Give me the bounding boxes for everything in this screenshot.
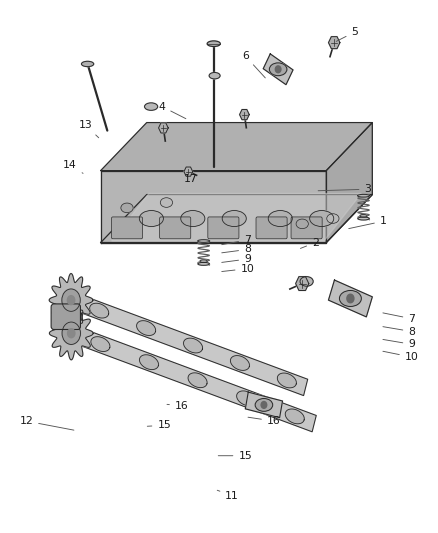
Circle shape xyxy=(62,322,81,344)
Text: 17: 17 xyxy=(184,169,198,183)
Text: 4: 4 xyxy=(159,102,186,119)
Text: 13: 13 xyxy=(78,120,99,138)
Polygon shape xyxy=(159,123,168,133)
Ellipse shape xyxy=(300,277,313,286)
Polygon shape xyxy=(49,306,93,360)
Text: 16: 16 xyxy=(248,416,281,426)
Circle shape xyxy=(67,329,75,338)
Ellipse shape xyxy=(360,214,367,217)
Polygon shape xyxy=(230,356,250,370)
Ellipse shape xyxy=(198,262,209,265)
Text: 6: 6 xyxy=(242,51,265,78)
Ellipse shape xyxy=(209,72,220,79)
Circle shape xyxy=(276,66,281,72)
Polygon shape xyxy=(139,355,159,369)
Text: 9: 9 xyxy=(222,254,251,264)
Text: 8: 8 xyxy=(383,327,415,336)
Polygon shape xyxy=(277,373,297,388)
Ellipse shape xyxy=(339,290,361,306)
Ellipse shape xyxy=(222,211,246,227)
Polygon shape xyxy=(237,391,256,406)
Text: 7: 7 xyxy=(383,313,415,324)
Text: 10: 10 xyxy=(383,351,419,362)
Polygon shape xyxy=(285,409,304,424)
Ellipse shape xyxy=(255,399,273,411)
Text: 8: 8 xyxy=(222,245,251,254)
FancyBboxPatch shape xyxy=(291,217,322,239)
Polygon shape xyxy=(49,273,93,327)
FancyBboxPatch shape xyxy=(159,217,191,239)
Polygon shape xyxy=(137,321,155,335)
Polygon shape xyxy=(245,392,283,418)
Text: 2: 2 xyxy=(300,238,319,248)
Text: 15: 15 xyxy=(147,421,171,430)
Ellipse shape xyxy=(160,198,173,207)
Ellipse shape xyxy=(200,260,207,263)
FancyBboxPatch shape xyxy=(256,217,287,239)
Ellipse shape xyxy=(181,211,205,227)
Text: 3: 3 xyxy=(318,184,371,194)
Ellipse shape xyxy=(358,217,369,220)
Ellipse shape xyxy=(207,41,220,46)
Polygon shape xyxy=(296,277,309,290)
Polygon shape xyxy=(101,171,326,243)
FancyBboxPatch shape xyxy=(51,304,81,329)
Text: 1: 1 xyxy=(349,216,387,229)
Ellipse shape xyxy=(198,240,210,243)
Polygon shape xyxy=(328,37,340,49)
Polygon shape xyxy=(184,338,202,353)
FancyBboxPatch shape xyxy=(111,217,142,239)
Text: 10: 10 xyxy=(222,264,254,273)
Ellipse shape xyxy=(310,211,334,227)
Text: 11: 11 xyxy=(217,490,239,500)
Ellipse shape xyxy=(269,63,287,76)
Ellipse shape xyxy=(357,195,370,197)
Polygon shape xyxy=(112,193,361,241)
Ellipse shape xyxy=(139,211,163,227)
Text: 12: 12 xyxy=(19,416,74,430)
Polygon shape xyxy=(184,167,193,176)
Ellipse shape xyxy=(296,219,308,229)
Polygon shape xyxy=(263,54,293,85)
Text: 14: 14 xyxy=(63,160,83,173)
Circle shape xyxy=(67,296,75,305)
Polygon shape xyxy=(101,123,372,171)
Polygon shape xyxy=(188,373,207,387)
Polygon shape xyxy=(91,337,110,351)
Ellipse shape xyxy=(81,61,94,67)
Text: 16: 16 xyxy=(167,401,189,411)
Text: 15: 15 xyxy=(218,451,252,461)
Circle shape xyxy=(347,294,354,303)
Text: 7: 7 xyxy=(222,235,251,245)
Ellipse shape xyxy=(268,211,292,227)
Polygon shape xyxy=(326,123,372,243)
Text: 5: 5 xyxy=(336,27,358,42)
Polygon shape xyxy=(90,303,109,318)
FancyBboxPatch shape xyxy=(208,217,239,239)
Circle shape xyxy=(62,289,80,311)
Polygon shape xyxy=(69,325,316,432)
Polygon shape xyxy=(240,109,249,120)
Polygon shape xyxy=(69,292,307,395)
Ellipse shape xyxy=(121,203,133,213)
Circle shape xyxy=(261,401,267,408)
Polygon shape xyxy=(328,280,372,317)
Polygon shape xyxy=(101,195,372,243)
Ellipse shape xyxy=(145,103,158,110)
Text: 9: 9 xyxy=(383,340,415,349)
Ellipse shape xyxy=(327,214,339,223)
